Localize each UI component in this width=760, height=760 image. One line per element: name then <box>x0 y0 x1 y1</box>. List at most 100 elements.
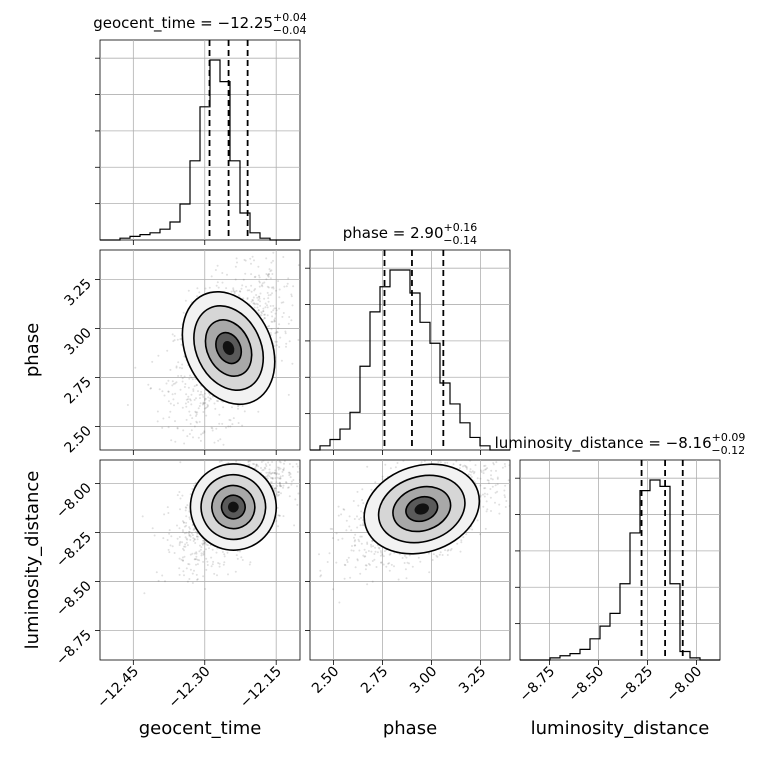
sample-point <box>212 560 215 563</box>
sample-point <box>199 402 202 405</box>
sample-point <box>260 467 262 469</box>
sample-point <box>228 418 231 421</box>
sample-point <box>198 420 201 423</box>
sample-point <box>491 485 494 488</box>
sample-point <box>296 503 299 506</box>
hist-panel-geocent_time: geocent_time = −12.25+0.04 −0.04 <box>93 11 307 241</box>
sample-point <box>370 543 372 546</box>
sample-point <box>262 460 265 462</box>
sample-point <box>264 463 267 466</box>
sample-point <box>288 471 291 474</box>
sample-point <box>196 578 199 581</box>
sample-point <box>404 568 407 571</box>
sample-point <box>254 288 257 290</box>
sample-point <box>195 413 198 416</box>
sample-point <box>271 477 274 480</box>
sample-point <box>178 527 181 530</box>
sample-point <box>183 525 186 528</box>
sample-point <box>279 467 282 470</box>
sample-point <box>504 506 507 508</box>
sample-point <box>192 537 195 540</box>
sample-point <box>151 527 154 530</box>
sample-point <box>279 453 281 455</box>
sample-point <box>196 578 199 581</box>
sample-point <box>197 436 200 439</box>
sample-point <box>180 343 183 346</box>
sample-point <box>206 406 209 408</box>
sample-point <box>508 505 510 507</box>
sample-point <box>459 463 462 466</box>
sample-point <box>459 464 462 466</box>
sample-point <box>222 563 225 566</box>
sample-point <box>260 461 263 463</box>
sample-point <box>155 571 158 574</box>
sample-point <box>252 302 255 305</box>
sample-point <box>326 561 329 563</box>
sample-point <box>178 542 181 545</box>
sample-point <box>374 481 377 484</box>
sample-point <box>276 485 279 487</box>
sample-point <box>337 505 340 508</box>
sample-point <box>187 532 190 535</box>
sample-point <box>272 309 275 312</box>
sample-point <box>209 398 212 401</box>
sample-point <box>366 465 369 468</box>
sample-point <box>204 287 207 290</box>
sample-point <box>271 273 274 275</box>
contour-line <box>377 474 466 544</box>
sample-point <box>275 520 278 522</box>
sample-point <box>276 506 279 509</box>
sample-point <box>279 485 282 488</box>
sample-point <box>294 498 297 501</box>
sample-point <box>278 466 281 469</box>
y-axis-label-phase: phase <box>22 323 43 377</box>
sample-point <box>200 554 203 557</box>
sample-point <box>296 471 299 473</box>
sample-point <box>241 424 244 427</box>
x-tick-label: 2.75 <box>358 664 391 697</box>
sample-point <box>283 460 286 462</box>
sample-point <box>273 307 276 310</box>
sample-point <box>441 453 443 455</box>
sample-point <box>358 518 361 521</box>
sample-point <box>201 542 204 545</box>
sample-point <box>381 475 384 478</box>
sample-point <box>290 483 293 486</box>
sample-point <box>466 466 468 469</box>
sample-point <box>274 332 277 335</box>
sample-point <box>482 493 484 496</box>
sample-point <box>428 571 431 574</box>
sample-point <box>467 460 470 461</box>
sample-point <box>267 275 270 278</box>
sample-point <box>279 477 282 480</box>
sample-point <box>185 405 188 408</box>
sample-point <box>255 294 258 296</box>
sample-point <box>385 565 388 568</box>
sample-point <box>195 558 198 561</box>
density-level <box>414 503 429 515</box>
sample-point <box>470 471 473 474</box>
sample-point <box>318 553 320 556</box>
sample-point <box>485 510 488 513</box>
sample-point <box>482 469 485 472</box>
sample-point <box>170 439 173 442</box>
sample-point <box>486 479 489 482</box>
sample-point <box>181 556 184 559</box>
sample-point <box>182 311 185 314</box>
sample-point <box>184 383 187 385</box>
sample-point <box>174 440 177 443</box>
sample-point <box>182 521 185 524</box>
sample-point <box>195 384 198 387</box>
sample-point <box>362 554 365 557</box>
sample-point <box>479 484 482 487</box>
sample-point <box>365 564 368 567</box>
contour-line <box>193 305 265 392</box>
sample-point <box>462 465 464 468</box>
sample-point <box>184 509 187 512</box>
sample-point <box>373 553 376 555</box>
sample-point <box>270 328 273 331</box>
sample-point <box>204 392 207 395</box>
sample-point <box>213 572 216 575</box>
sample-point <box>205 543 208 546</box>
